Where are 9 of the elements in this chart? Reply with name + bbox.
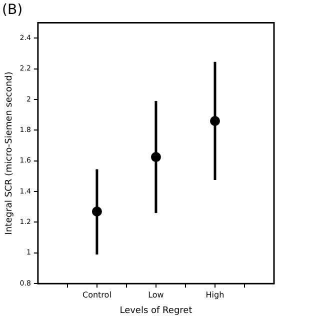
chart-title: (B) [2,2,23,18]
x-tick-label: Low [148,290,164,300]
x-tick-label: Control [82,290,112,300]
point [150,152,161,162]
x-tick-label: High [206,290,224,300]
x-axis-title: Levels of Regret [120,306,193,316]
point [210,116,220,126]
y-axis-title: Integral SCR (micro-Siemen second) [4,72,15,235]
point [92,206,102,216]
